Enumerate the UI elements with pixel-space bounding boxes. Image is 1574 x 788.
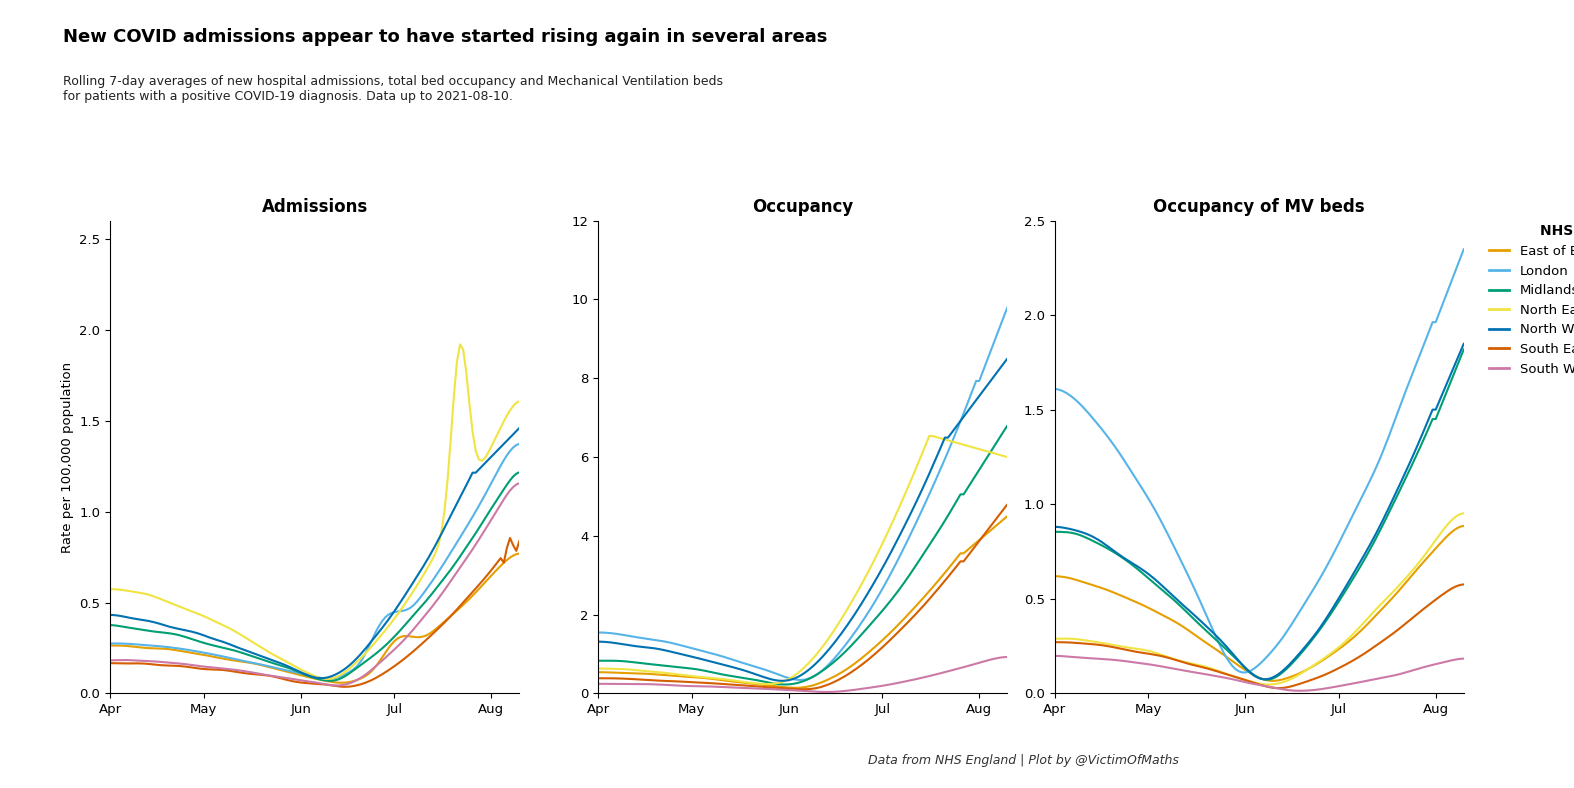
Text: Rolling 7-day averages of new hospital admissions, total bed occupancy and Mecha: Rolling 7-day averages of new hospital a… bbox=[63, 75, 722, 103]
Text: Data from NHS England | Plot by @VictimOfMaths: Data from NHS England | Plot by @VictimO… bbox=[867, 754, 1179, 768]
Title: Occupancy of MV beds: Occupancy of MV beds bbox=[1154, 199, 1365, 217]
Title: Occupancy: Occupancy bbox=[752, 199, 853, 217]
Y-axis label: Rate per 100,000 population: Rate per 100,000 population bbox=[61, 362, 74, 552]
Title: Admissions: Admissions bbox=[261, 199, 368, 217]
Text: New COVID admissions appear to have started rising again in several areas: New COVID admissions appear to have star… bbox=[63, 28, 828, 46]
Legend: East of England, London, Midlands, North East and Yorkshire, North West, South E: East of England, London, Midlands, North… bbox=[1483, 217, 1574, 382]
